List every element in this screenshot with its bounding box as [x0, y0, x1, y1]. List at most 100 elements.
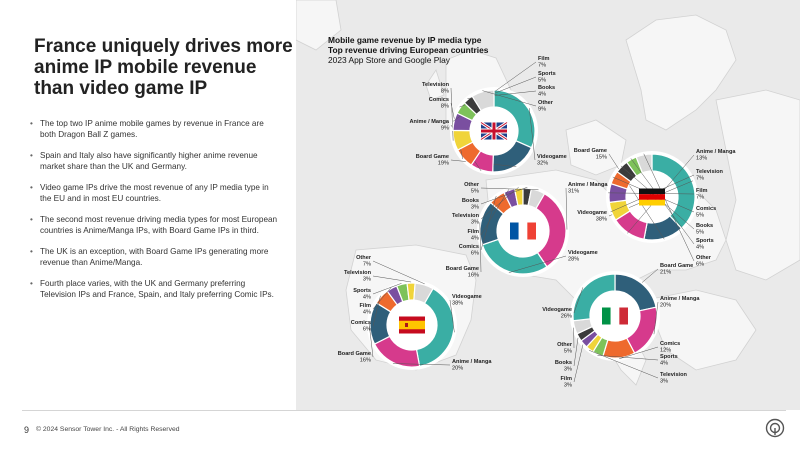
value-spain-videogame: 38%: [452, 301, 463, 307]
value-france-television: 3%: [471, 220, 479, 226]
label-france-anime-manga: Anime / Manga: [568, 182, 608, 188]
value-france-board-game: 16%: [468, 273, 479, 279]
value-france-books: 3%: [471, 205, 479, 211]
leader-line-uk-videogame: [528, 108, 536, 161]
footer-divider: [22, 410, 786, 411]
value-germany-other: 6%: [696, 262, 704, 268]
label-italy-sports: Sports: [660, 354, 678, 360]
leader-line-france-comics: [480, 196, 497, 251]
value-spain-board-game: 16%: [360, 358, 371, 364]
label-spain-television: Television: [344, 270, 372, 276]
leader-line-italy-television: [588, 350, 659, 379]
label-germany-videogame: Videogame: [577, 210, 607, 216]
bullet-dot-icon: •: [30, 279, 33, 288]
slice-uk-other: [471, 89, 495, 112]
bullet-dot-icon: •: [30, 247, 33, 256]
leader-line-germany-other: [643, 153, 695, 262]
label-uk-anime-manga: Anime / Manga: [410, 119, 450, 125]
slice-france-other: [527, 188, 546, 210]
label-germany-other: Other: [696, 255, 712, 261]
label-italy-anime-manga: Anime / Manga: [660, 296, 700, 302]
label-germany-film: Film: [696, 188, 708, 194]
leader-line-uk-television: [450, 87, 454, 141]
label-uk-videogame: Videogame: [537, 154, 567, 160]
label-italy-other: Other: [557, 342, 573, 348]
page-number: 9: [24, 425, 30, 435]
it-flag-icon: [602, 307, 628, 325]
chart-title: Mobile game revenue by IP media type: [328, 35, 482, 45]
leader-line-spain-comics: [372, 295, 381, 327]
leader-line-spain-television: [372, 275, 412, 283]
label-spain-board-game: Board Game: [338, 351, 371, 357]
value-germany-film: 7%: [696, 195, 704, 201]
value-france-anime-manga: 31%: [568, 189, 579, 195]
value-uk-board-game: 19%: [438, 161, 449, 167]
label-germany-board-game: Board Game: [574, 148, 607, 154]
value-italy-books: 3%: [564, 367, 572, 373]
chart-source: 2023 App Store and Google Play: [328, 55, 450, 65]
leader-line-italy-anime-manga: [653, 301, 659, 335]
bullet-item: • The second most revenue driving media t…: [30, 215, 278, 235]
label-italy-comics: Comics: [660, 341, 680, 347]
leader-line-france-board-game: [479, 222, 482, 273]
left-panel: France uniquely drives more anime IP mob…: [0, 0, 296, 410]
leader-line-italy-film: [573, 344, 584, 383]
label-germany-television: Television: [696, 169, 724, 175]
leader-line-uk-other: [482, 90, 537, 107]
label-france-film: Film: [468, 229, 480, 235]
chart-subtitle: Top revenue driving European countries: [328, 45, 489, 55]
label-spain-videogame: Videogame: [452, 294, 482, 300]
value-spain-sports: 4%: [363, 295, 371, 301]
value-italy-anime-manga: 20%: [660, 303, 671, 309]
value-spain-film: 4%: [363, 310, 371, 316]
leader-line-spain-videogame: [449, 299, 455, 333]
value-uk-other: 9%: [538, 107, 546, 113]
value-italy-sports: 4%: [660, 361, 668, 367]
value-germany-comics: 5%: [696, 213, 704, 219]
leader-line-france-books: [480, 186, 528, 205]
label-italy-board-game: Board Game: [660, 263, 693, 269]
label-france-television: Television: [452, 213, 480, 219]
leader-line-italy-videogame: [573, 287, 584, 314]
bullet-dot-icon: •: [30, 119, 33, 128]
sensor-tower-logo-icon: [765, 418, 785, 438]
label-italy-television: Television: [660, 372, 688, 378]
bullet-list: • The top two IP anime mobile games by re…: [30, 118, 278, 310]
label-uk-film: Film: [538, 56, 550, 62]
value-spain-television: 3%: [363, 277, 371, 283]
label-germany-comics: Comics: [696, 206, 716, 212]
value-uk-television: 8%: [441, 89, 449, 95]
label-france-videogame: Videogame: [568, 250, 598, 256]
slice-italy-videogame: [572, 273, 616, 322]
label-uk-comics: Comics: [429, 97, 449, 103]
bullet-dot-icon: •: [30, 215, 33, 224]
value-germany-television: 7%: [696, 176, 704, 182]
label-uk-television: Television: [422, 82, 450, 88]
bullet-item: • The top two IP anime mobile games by re…: [30, 119, 264, 139]
label-france-other: Other: [464, 182, 480, 188]
leader-line-france-anime-manga: [565, 187, 568, 230]
value-uk-videogame: 32%: [537, 161, 548, 167]
value-germany-videogame: 38%: [596, 217, 607, 223]
label-uk-board-game: Board Game: [416, 154, 449, 160]
label-spain-film: Film: [360, 303, 372, 309]
label-france-board-game: Board Game: [446, 266, 479, 272]
value-france-videogame: 28%: [568, 257, 579, 263]
label-italy-books: Books: [555, 360, 572, 366]
label-france-books: Books: [462, 198, 479, 204]
value-uk-anime-manga: 9%: [441, 126, 449, 132]
bullet-dot-icon: •: [30, 151, 33, 160]
leader-line-france-other: [480, 187, 539, 191]
value-spain-other: 7%: [363, 262, 371, 268]
value-spain-comics: 6%: [363, 327, 371, 333]
bullet-item: • Spain and Italy also have significantly…: [30, 151, 258, 171]
leader-line-italy-sports: [597, 354, 659, 361]
label-spain-anime-manga: Anime / Manga: [452, 359, 492, 365]
de-flag-icon: [639, 188, 665, 206]
label-uk-other: Other: [538, 100, 554, 106]
leader-line-germany-board-game: [608, 153, 665, 240]
bullet-item: • The UK is an exception, with Board Game…: [30, 247, 269, 267]
label-spain-sports: Sports: [353, 288, 371, 294]
